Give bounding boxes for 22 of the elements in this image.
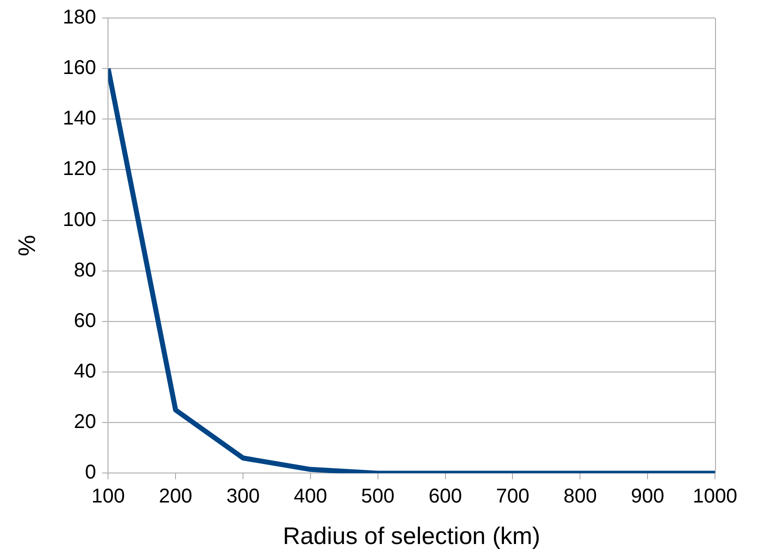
x-axis-title: Radius of selection (km) (282, 523, 540, 550)
y-tick-label: 0 (85, 462, 96, 484)
x-tick-label: 400 (294, 486, 328, 508)
x-tick-label: 1000 (692, 486, 738, 508)
x-tick-label: 300 (226, 486, 260, 508)
y-tick-label: 20 (74, 411, 96, 434)
y-tick-label: 60 (74, 310, 96, 332)
x-tick-label: 500 (361, 486, 395, 508)
y-tick-label: 100 (62, 208, 96, 231)
x-tick-label: 700 (496, 486, 530, 508)
x-tick-label: 600 (428, 486, 462, 508)
y-tick-label: 180 (62, 6, 96, 29)
y-tick-label: 140 (62, 108, 96, 130)
x-tick-label: 200 (158, 486, 192, 508)
y-tick-label: 160 (62, 57, 96, 80)
y-tick-label: 40 (74, 360, 96, 383)
x-tick-label: 900 (630, 486, 664, 508)
x-tick-label: 100 (91, 486, 125, 508)
y-tick-label: 80 (74, 259, 96, 282)
y-tick-label: 120 (62, 158, 96, 180)
x-tick-label: 800 (563, 486, 597, 508)
y-axis-title: % (14, 234, 42, 256)
